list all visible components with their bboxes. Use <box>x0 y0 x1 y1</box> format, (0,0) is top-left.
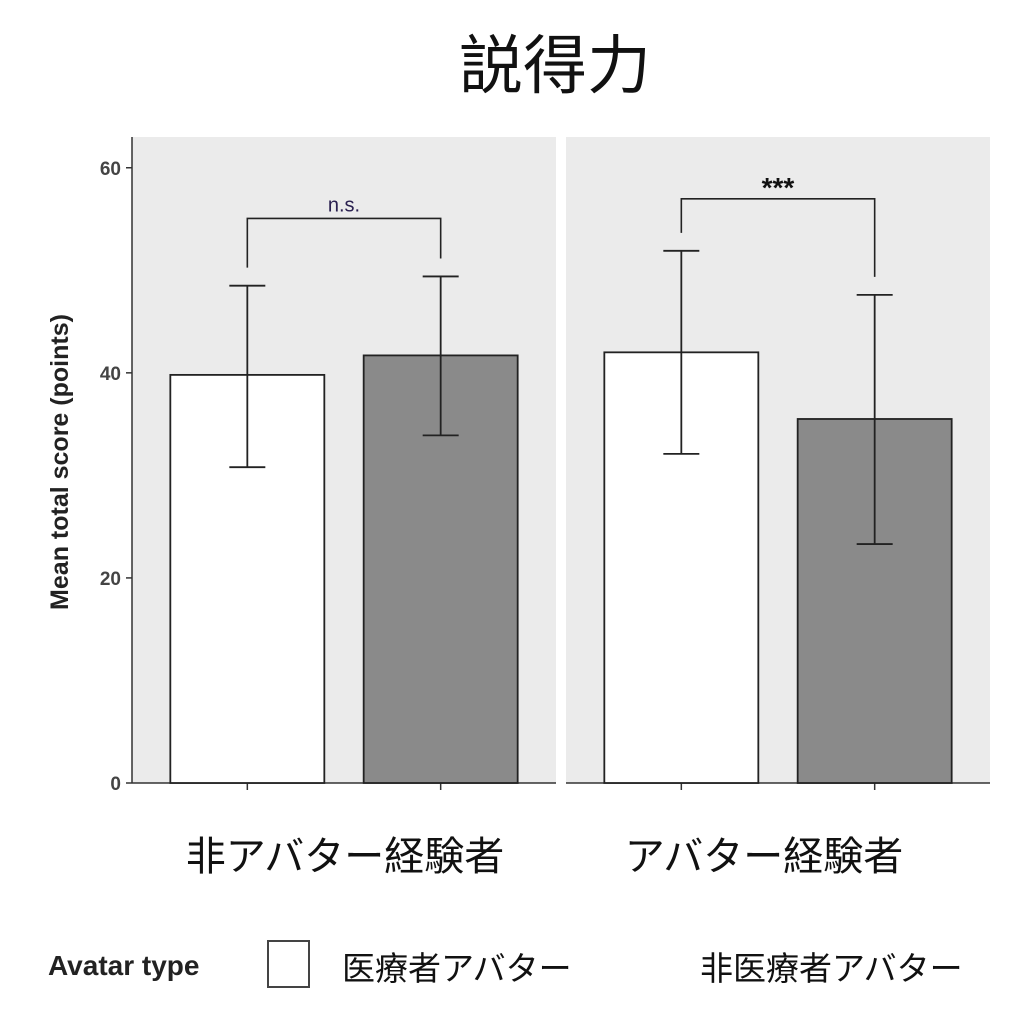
y-tick-label: 20 <box>100 569 121 590</box>
facet-labels: 非アバター経験者 アバター経験者 <box>186 834 903 880</box>
y-tick-label: 60 <box>100 159 121 180</box>
facet-label-2: アバター経験者 <box>625 834 903 880</box>
chart-title: 説得力 <box>459 30 651 104</box>
legend-key-2 <box>620 941 661 987</box>
significance-label-1: n.s. <box>328 194 360 216</box>
legend-title: Avatar type <box>48 950 199 981</box>
legend-label-1: 医療者アバター <box>342 949 572 988</box>
significance-label-2: *** <box>762 172 795 203</box>
significance-brackets: n.s. *** <box>246 172 876 277</box>
significance-bracket-1 <box>246 217 442 268</box>
significance-bracket-2 <box>680 198 876 277</box>
legend-label-2: 非医療者アバター <box>700 949 963 988</box>
error-bars <box>229 249 893 545</box>
facet-label-1: 非アバター経験者 <box>186 834 504 880</box>
y-axis-label: Mean total score (points) <box>46 314 74 610</box>
legend-key-1 <box>267 940 310 988</box>
y-tick-label: 40 <box>100 364 121 385</box>
legend: Avatar type 医療者アバター 非医療者アバター <box>48 940 963 988</box>
y-tick-label: 0 <box>110 774 121 795</box>
